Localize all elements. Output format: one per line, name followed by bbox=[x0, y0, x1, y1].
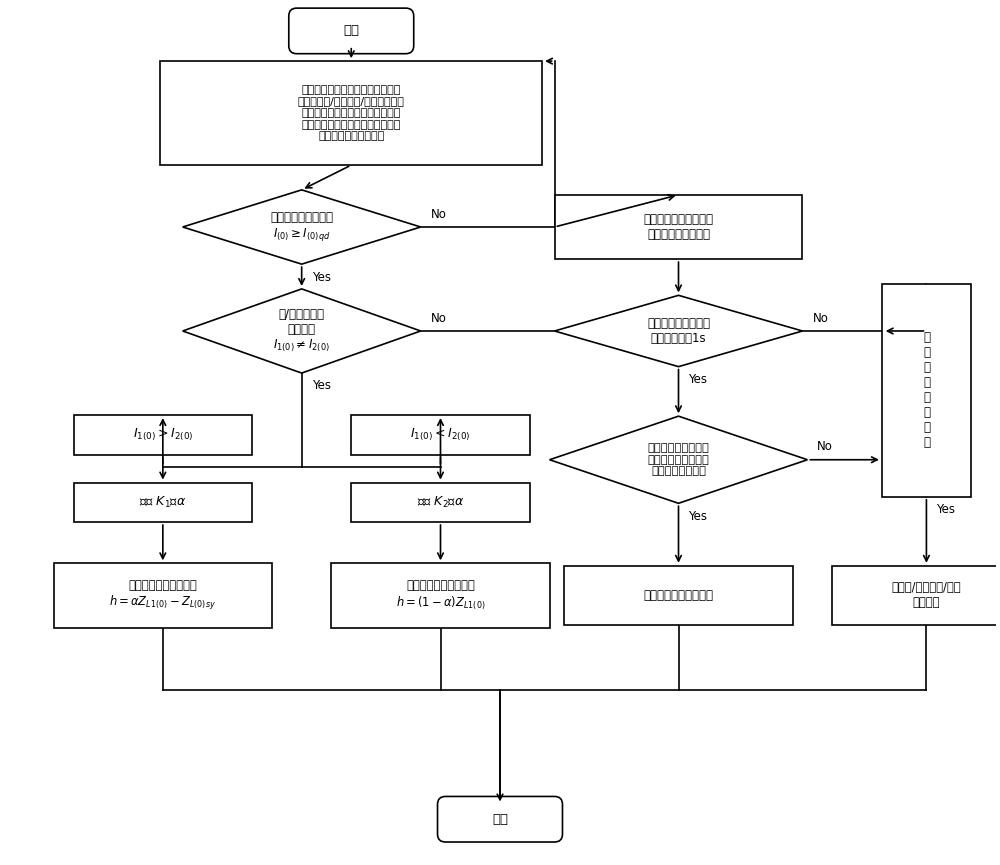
Text: 对花瓣环网主干线保护编号，均录
入所在线路/上游线路/下游线路长度
和单位长度零序阻抗信息，主干线
中点所在线路的奇数号保护录入两
个零序电流区间门槛值: 对花瓣环网主干线保护编号，均录 入所在线路/上游线路/下游线路长度 和单位长度零… bbox=[298, 85, 405, 141]
Text: 计算 $K_2$和$\alpha$: 计算 $K_2$和$\alpha$ bbox=[417, 495, 464, 509]
Text: 计算 $K_1$和$\alpha$: 计算 $K_1$和$\alpha$ bbox=[139, 495, 186, 509]
FancyBboxPatch shape bbox=[438, 797, 562, 842]
Bar bbox=[54, 563, 272, 628]
Text: 断路器/保护拒动/通信
失败告警: 断路器/保护拒动/通信 失败告警 bbox=[892, 581, 961, 610]
Text: No: No bbox=[817, 440, 833, 453]
Text: 主干线中点所在线路
两端保护的零序电流
相等且在某区间内: 主干线中点所在线路 两端保护的零序电流 相等且在某区间内 bbox=[648, 443, 709, 477]
Text: No: No bbox=[431, 311, 446, 324]
Text: 故障点距离偶数号保护
$h = (1-\alpha)Z_{L1(0)}$: 故障点距离偶数号保护 $h = (1-\alpha)Z_{L1(0)}$ bbox=[396, 579, 485, 612]
Text: No: No bbox=[812, 311, 828, 324]
Bar bbox=[351, 415, 530, 455]
Bar bbox=[74, 483, 252, 522]
Text: 各保护零序电流保护
启动时间小于1s: 各保护零序电流保护 启动时间小于1s bbox=[647, 317, 710, 345]
Text: 流过保护的零序电流
$I_{(0)} \geq I_{(0)qd}$: 流过保护的零序电流 $I_{(0)} \geq I_{(0)qd}$ bbox=[270, 211, 333, 243]
Text: No: No bbox=[431, 208, 446, 221]
Bar bbox=[555, 195, 802, 260]
Text: Yes: Yes bbox=[312, 380, 331, 393]
Text: $I_{1(0)} < I_{2(0)}$: $I_{1(0)} < I_{2(0)}$ bbox=[410, 426, 471, 443]
FancyBboxPatch shape bbox=[289, 8, 414, 54]
Text: 故障点位于主干线中点: 故障点位于主干线中点 bbox=[644, 589, 714, 602]
Text: 结束: 结束 bbox=[492, 813, 508, 826]
Polygon shape bbox=[555, 295, 802, 367]
Bar bbox=[351, 483, 530, 522]
Bar bbox=[331, 563, 550, 628]
Bar bbox=[74, 415, 252, 455]
Polygon shape bbox=[550, 416, 807, 503]
Polygon shape bbox=[183, 289, 421, 373]
Text: Yes: Yes bbox=[312, 271, 331, 284]
Text: $I_{1(0)} > I_{2(0)}$: $I_{1(0)} > I_{2(0)}$ bbox=[133, 426, 193, 443]
Bar bbox=[564, 566, 793, 625]
Text: 开始: 开始 bbox=[343, 24, 359, 37]
Text: 故障点距离奇数号保护
$h = \alpha Z_{L1(0)}-Z_{L(0)sy}$: 故障点距离奇数号保护 $h = \alpha Z_{L1(0)}-Z_{L(0)… bbox=[109, 579, 216, 612]
Text: 非主干线中点所在线路
两端的保护无需定位: 非主干线中点所在线路 两端的保护无需定位 bbox=[644, 213, 714, 241]
Text: 奇/偶数号保护
零序电流
$I_{1(0)} \neq I_{2(0)}$: 奇/偶数号保护 零序电流 $I_{1(0)} \neq I_{2(0)}$ bbox=[273, 308, 330, 355]
Bar bbox=[882, 284, 971, 497]
Text: Yes: Yes bbox=[688, 509, 707, 522]
Polygon shape bbox=[183, 189, 421, 264]
Text: Yes: Yes bbox=[936, 503, 955, 516]
Text: Yes: Yes bbox=[688, 373, 707, 386]
Bar bbox=[832, 566, 1000, 625]
Text: 两
个
条
件
同
时
满
足: 两 个 条 件 同 时 满 足 bbox=[923, 331, 930, 450]
Bar bbox=[160, 61, 542, 165]
